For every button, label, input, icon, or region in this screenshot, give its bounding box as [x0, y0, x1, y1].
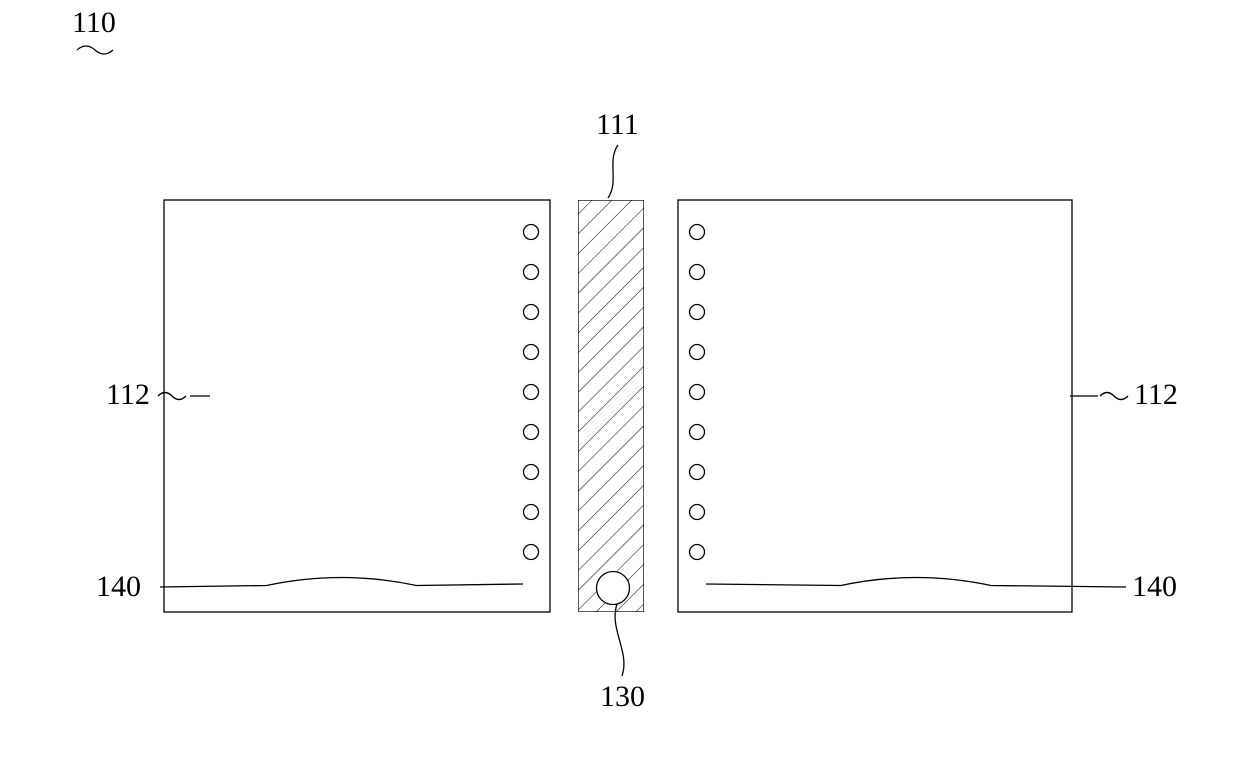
label-112-right: 112: [1134, 378, 1178, 412]
label-140-left: 140: [96, 570, 141, 604]
label-assembly: 110: [72, 6, 116, 40]
label-112-left: 112: [106, 378, 150, 412]
label-140-right: 140: [1132, 570, 1177, 604]
label-130: 130: [600, 680, 645, 714]
label-111: 111: [596, 108, 639, 142]
